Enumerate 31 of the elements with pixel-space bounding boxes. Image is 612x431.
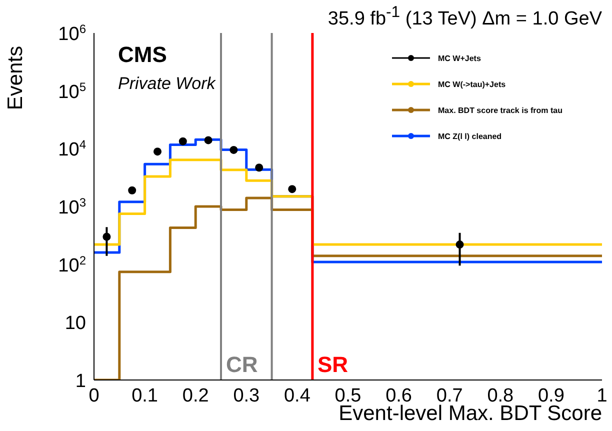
x-tick-label: 0.4 (284, 385, 311, 406)
point (230, 146, 238, 154)
point (102, 232, 111, 241)
ref-line-label: CR (226, 352, 258, 377)
y-tick-label: 10$^{4}$ (58, 138, 86, 161)
y-axis-title: Events (4, 46, 28, 110)
point (154, 148, 162, 156)
y-tick-label: 10$^{5}$ (58, 80, 86, 103)
ref-line-label: SR (317, 352, 348, 377)
legend-label: MC Z(l l) cleaned (438, 132, 502, 140)
y-tick-label: 1 (75, 371, 86, 392)
annotation: Private Work (118, 74, 216, 94)
point (288, 185, 296, 194)
legend-label: MC W(->tau)+Jets (438, 80, 506, 88)
point (204, 136, 212, 144)
annotation: CMS (118, 42, 167, 68)
point (456, 240, 464, 249)
point (178, 137, 187, 146)
y-tick-label: 10$^{2}$ (58, 253, 86, 276)
x-tick-label: 0.3 (233, 385, 260, 406)
point (128, 186, 136, 194)
y-tick-label: 10$^{6}$ (58, 22, 86, 45)
point (255, 164, 264, 172)
y-tick-label: 10$^{3}$ (58, 196, 86, 218)
x-tick-label: 0 (88, 385, 100, 406)
chart-title: 35.9 fb$^{-1}$ (13 TeV) Δm = 1.0 GeV (328, 4, 602, 30)
x-tick-label: 0.1 (132, 385, 158, 406)
legend-label: MC W+Jets (438, 54, 481, 62)
y-tick-label: 10 (64, 313, 86, 334)
legend-label: Max. BDT score track is from tau (438, 106, 562, 114)
x-tick-label: 0.2 (182, 385, 209, 406)
